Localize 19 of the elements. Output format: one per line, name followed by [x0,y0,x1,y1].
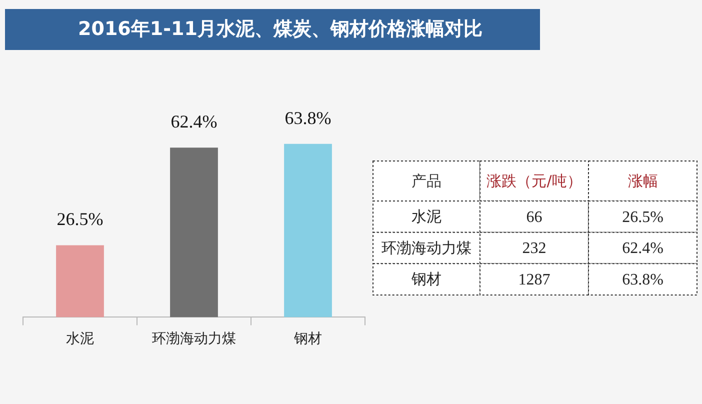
x-tick-label: 环渤海动力煤 [152,331,236,348]
category-label: 涨跌（元/吨） [486,172,582,190]
text: 62.4% [622,240,664,258]
category-label: 钢材 [412,270,442,288]
text: 63.8% [622,272,664,289]
category-label: 水泥 [412,208,442,226]
data-label: 62.4% [170,112,218,132]
text: 66 [526,208,542,226]
category-label: 涨幅 [628,172,658,190]
data-label: 26.5% [56,209,104,230]
text: 232 [522,240,546,258]
chart-title: 2016年1-11月水泥、煤炭、钢材价格涨幅对比 [78,17,482,42]
x-tick-label: 钢材 [293,331,322,348]
text: 26.5% [622,208,664,226]
text: 1287 [518,272,550,289]
data-label: 63.8% [284,108,332,128]
x-tick-label: 水泥 [66,331,94,348]
category-label: 环渤海动力煤 [382,238,472,257]
text: 产品 [412,172,442,190]
